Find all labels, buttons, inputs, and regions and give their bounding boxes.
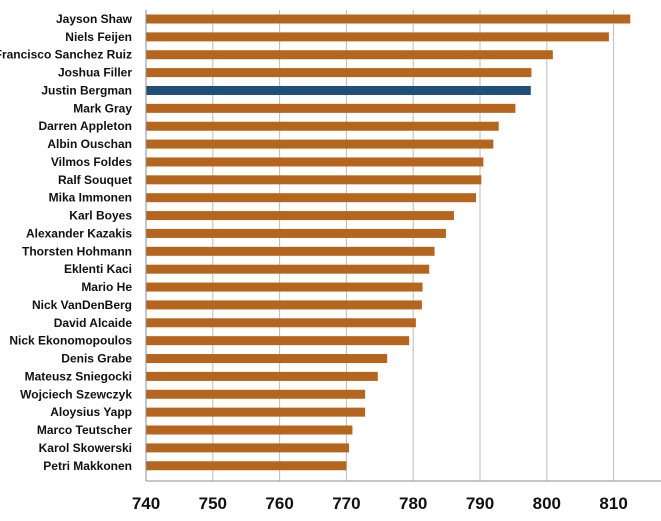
bar — [146, 282, 423, 292]
category-label: Mateusz Sniegocki — [25, 369, 132, 383]
bar — [146, 425, 353, 435]
category-label: Thorsten Hohmann — [22, 244, 132, 258]
bar — [146, 264, 430, 274]
category-label: Alexander Kazakis — [26, 226, 132, 240]
bar — [146, 371, 378, 381]
bar — [146, 121, 499, 131]
category-label: Ralf Souquet — [58, 173, 132, 187]
bar — [146, 157, 484, 167]
category-label: Eklenti Kaci — [64, 262, 132, 276]
bar — [146, 246, 435, 256]
x-tick-label: 780 — [399, 494, 427, 513]
category-label: Karl Boyes — [69, 209, 132, 223]
category-label: Marco Teutscher — [37, 423, 132, 437]
bar — [146, 14, 631, 24]
bar — [146, 139, 494, 149]
x-tick-label: 810 — [599, 494, 627, 513]
x-tick-label: 760 — [265, 494, 293, 513]
category-labels: Jayson Shaw Niels Feijen Francisco Sanchez… — [0, 12, 133, 473]
category-label: Mark Gray — [73, 101, 132, 115]
category-label: Wojciech Szewczyk — [20, 387, 132, 401]
x-tick-label: 800 — [533, 494, 561, 513]
category-label: Nick Ekonomopoulos — [9, 334, 132, 348]
category-label: Mika Immonen — [49, 191, 132, 205]
bar — [146, 193, 476, 203]
bar — [146, 50, 553, 60]
category-label: David Alcaide — [54, 316, 133, 330]
category-label: Mario He — [81, 280, 132, 294]
category-label: Petri Makkonen — [43, 459, 132, 473]
bar — [146, 336, 410, 346]
bar — [146, 300, 422, 310]
category-label: Aloysius Yapp — [50, 405, 132, 419]
bars — [146, 14, 631, 471]
bar — [146, 318, 416, 328]
bar — [146, 175, 482, 185]
category-label: Niels Feijen — [65, 30, 132, 44]
category-label: Darren Appleton — [38, 119, 132, 133]
bar — [146, 32, 609, 42]
bar — [146, 211, 454, 221]
category-label: Vilmos Foldes — [51, 155, 132, 169]
bar — [146, 103, 516, 113]
x-tick-label: 750 — [199, 494, 227, 513]
bar — [146, 85, 531, 95]
x-tick-label: 790 — [466, 494, 494, 513]
category-label: Francisco Sanchez Ruiz — [0, 48, 132, 62]
category-label: Albin Ouschan — [47, 137, 132, 151]
bar — [146, 354, 388, 364]
category-label: Karol Skowerski — [39, 441, 132, 455]
x-tick-label: 770 — [332, 494, 360, 513]
bar — [146, 461, 347, 471]
category-label: Nick VanDenBerg — [32, 298, 132, 312]
bar — [146, 407, 366, 417]
category-label: Justin Bergman — [41, 83, 132, 97]
category-label: Denis Grabe — [61, 352, 132, 366]
x-tick-label: 740 — [132, 494, 160, 513]
category-label: Jayson Shaw — [56, 12, 133, 26]
bar — [146, 389, 366, 399]
category-label: Joshua Filler — [58, 66, 132, 80]
x-tick-labels: 740 750 760 770 780 790 800 810 — [132, 494, 628, 513]
bar — [146, 443, 350, 453]
bar — [146, 228, 446, 238]
bar — [146, 68, 532, 78]
